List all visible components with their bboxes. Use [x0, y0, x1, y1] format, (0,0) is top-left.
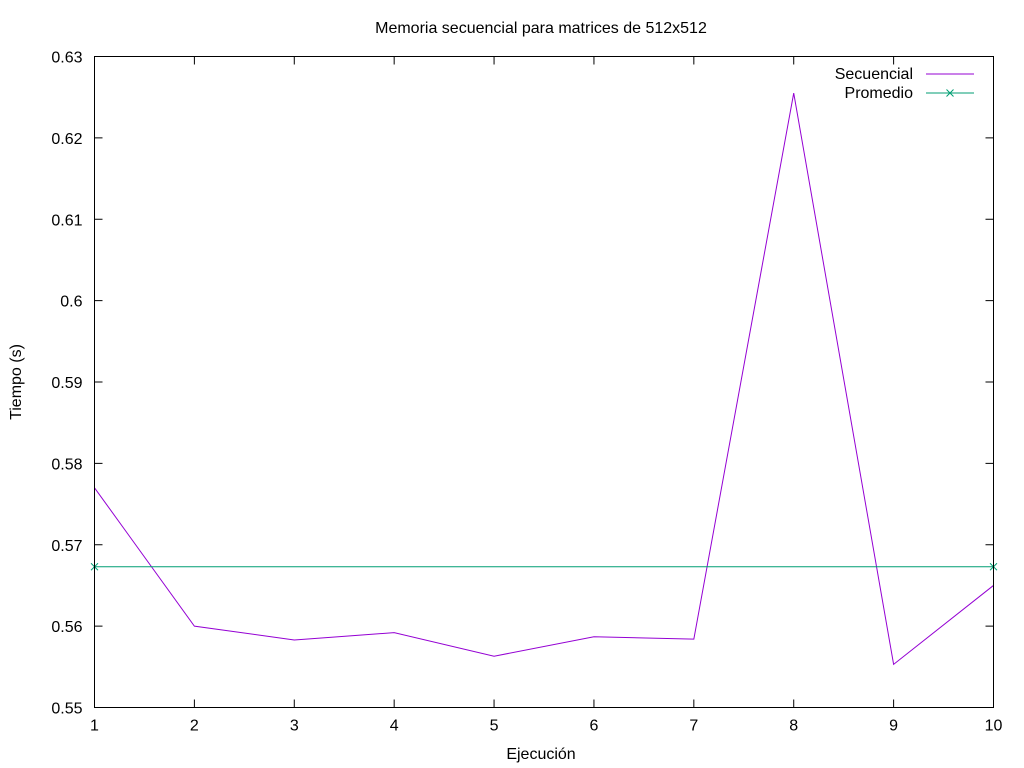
y-tick-label: 0.58: [51, 456, 82, 473]
y-tick-label: 0.57: [51, 538, 82, 555]
x-axis-label: Ejecución: [506, 746, 575, 763]
legend-label: Promedio: [845, 85, 914, 102]
x-tick-label: 9: [889, 718, 898, 735]
y-axis-label: Tiempo (s): [8, 344, 25, 420]
series-layer: [90, 93, 998, 666]
x-tick-label: 5: [490, 718, 499, 735]
plot-frame: [94, 56, 994, 708]
x-tick-label: 7: [689, 718, 698, 735]
x-tick-label: 1: [90, 718, 99, 735]
x-tick-label: 4: [390, 718, 399, 735]
y-tick-label: 0.61: [51, 212, 82, 229]
x-tick-label: 10: [985, 718, 1003, 735]
x-tick-label: 8: [789, 718, 798, 735]
series-line-1: [94, 93, 994, 666]
y-tick-label: 0.6: [60, 294, 82, 311]
legend: Secuencial Promedio: [835, 66, 974, 102]
y-tick-label: 0.63: [51, 50, 82, 67]
y-tick-label: 0.62: [51, 131, 82, 148]
x-tick-label: 3: [290, 718, 299, 735]
x-tick-label: 2: [190, 718, 199, 735]
y-tick-label: 0.59: [51, 375, 82, 392]
axis-ticks: 0.55 0.56 0.57 0.58 0.59 0.6 0.61 0.62 0.63 1 2 3 4 5…: [51, 50, 1002, 735]
legend-marker: [946, 89, 954, 97]
y-tick-label: 0.56: [51, 619, 82, 636]
y-tick-label: 0.55: [51, 701, 82, 718]
x-tick-label: 6: [589, 718, 598, 735]
chart-title: Memoria secuencial para matrices de 512x…: [375, 20, 707, 37]
legend-label: Secuencial: [835, 66, 913, 83]
